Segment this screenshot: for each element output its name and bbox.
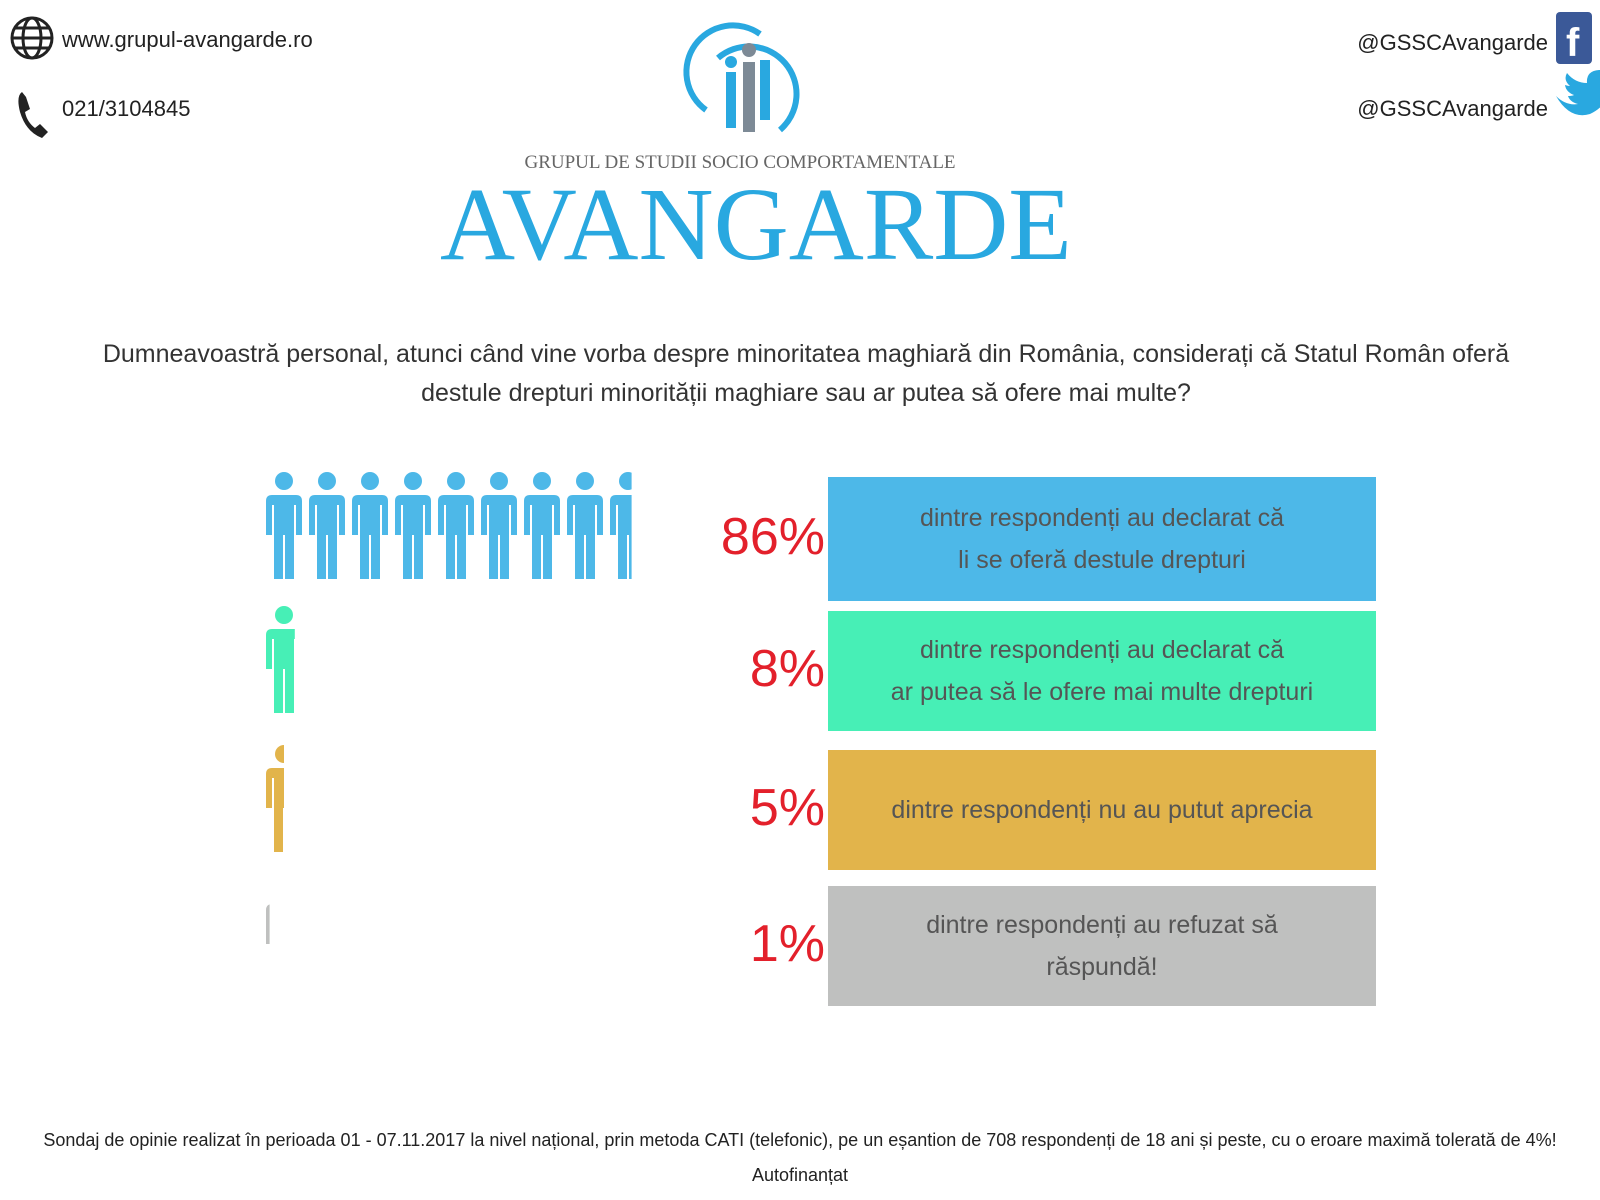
question-banner: Dumneavoastră personal, atunci când vine… (51, 320, 1561, 428)
person-icon (309, 472, 345, 579)
percent-label: 8% (749, 640, 825, 698)
facebook-handle: @GSSCAvangarde (1357, 30, 1548, 55)
person-icon (266, 606, 295, 713)
person-icon (610, 472, 632, 579)
person-icon (481, 472, 517, 579)
header-graphics: f (10, 12, 1600, 138)
org-subtitle: GRUPUL DE STUDII SOCIO COMPORTAMENTALE (524, 152, 956, 173)
facebook-icon (1556, 12, 1592, 64)
answer-box: dintre respondenți au declarat că li se … (828, 477, 1376, 601)
phone: 021/3104845 (62, 96, 191, 121)
person-icon (524, 472, 560, 579)
answer-box: dintre respondenți nu au putut aprecia (828, 750, 1376, 870)
icon-row (266, 606, 295, 713)
org-name: AVANGARDE (440, 167, 1072, 282)
twitter-icon (1556, 70, 1600, 116)
icon-row (266, 472, 632, 579)
website: www.grupul-avangarde.ro (62, 27, 313, 52)
person-icon (266, 881, 270, 988)
percent-label: 86% (720, 508, 825, 566)
answer-box: dintre respondenți au declarat că ar put… (828, 611, 1376, 731)
percent-label: 1% (749, 915, 825, 973)
facebook-f: f (1566, 21, 1580, 65)
person-icon (352, 472, 388, 579)
question: Dumneavoastră personal, atunci când vine… (102, 340, 1510, 407)
phone-icon (18, 92, 48, 138)
icon-row (266, 881, 270, 988)
footer-note: Sondaj de opinie realizat în perioada 01… (43, 1130, 1557, 1150)
footer-funding: Autofinanțat (751, 1165, 849, 1185)
person-icon (266, 472, 302, 579)
logo-mark (683, 22, 800, 133)
percent-label: 5% (749, 779, 825, 837)
twitter-handle: @GSSCAvangarde (1357, 96, 1548, 121)
person-icon (266, 745, 284, 852)
globe-icon (10, 16, 54, 60)
answer-box: dintre respondenți au refuzat să răspund… (828, 886, 1376, 1006)
person-icon (438, 472, 474, 579)
person-icon (395, 472, 431, 579)
icon-row (266, 745, 284, 852)
person-icon (567, 472, 603, 579)
